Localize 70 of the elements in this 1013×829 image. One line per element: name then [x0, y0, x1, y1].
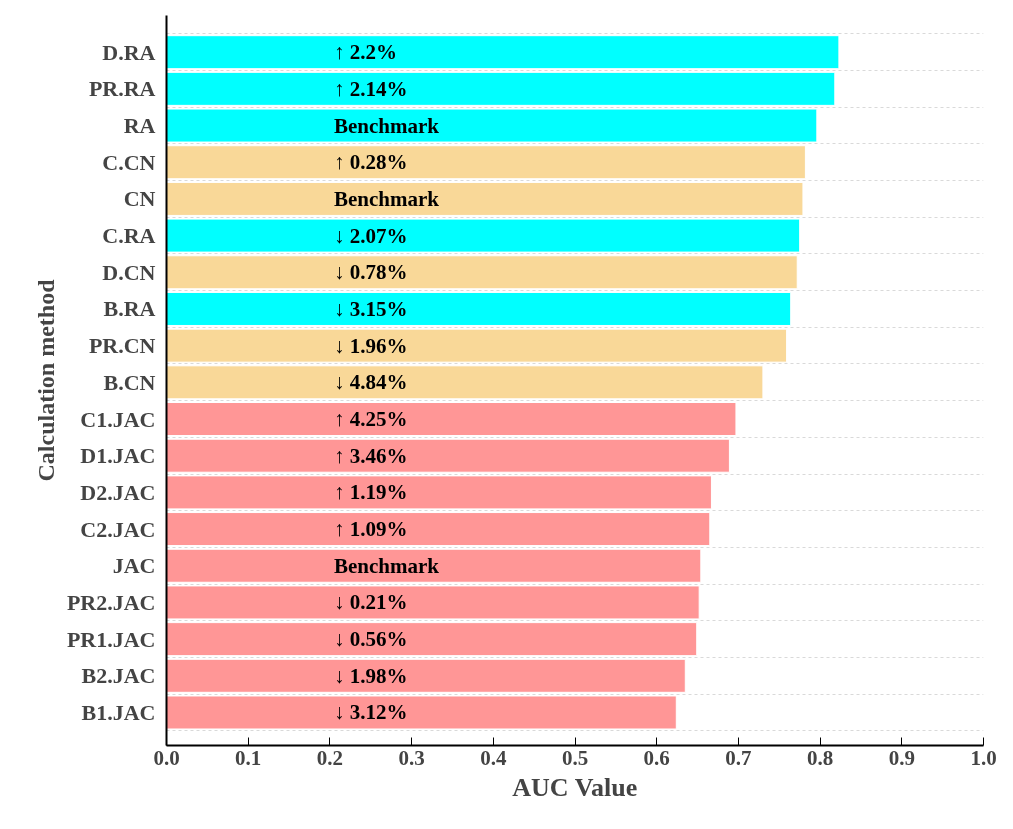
- bar: [166, 255, 798, 290]
- bar: [166, 218, 801, 253]
- annotation: ↑ 2.14%: [333, 76, 408, 101]
- y-tick-label: B1.JAC: [81, 699, 156, 725]
- y-axis-title: Calculation method: [32, 278, 59, 482]
- y-tick-label: PR1.JAC: [66, 626, 156, 652]
- y-tick-label: B.RA: [103, 296, 156, 322]
- bar: [166, 548, 702, 583]
- annotation: ↑ 2.2%: [333, 40, 397, 65]
- y-tick-label: C1.JAC: [80, 406, 156, 432]
- y-tick-label: PR.RA: [88, 76, 156, 102]
- bar: [166, 512, 711, 547]
- bar: [166, 35, 840, 70]
- bar: [166, 365, 764, 400]
- annotation: ↑ 4.25%: [333, 407, 408, 432]
- y-tick-label: CN: [123, 186, 156, 212]
- y-tick-label: B2.JAC: [81, 663, 156, 689]
- annotation: ↑ 1.19%: [333, 480, 408, 505]
- bar: [166, 438, 730, 473]
- y-tick-label: D1.JAC: [80, 443, 156, 469]
- bar: [166, 108, 818, 143]
- annotation: ↓ 2.07%: [333, 223, 408, 248]
- annotation: ↑ 0.28%: [333, 150, 408, 175]
- y-tick-label: PR2.JAC: [66, 589, 156, 615]
- y-tick-label: PR.CN: [88, 333, 156, 359]
- y-tick-label: RA: [123, 113, 156, 139]
- y-tick-label: D2.JAC: [80, 479, 156, 505]
- y-tick-label: B.CN: [103, 369, 156, 395]
- x-tick-label: 1.0: [970, 745, 997, 770]
- bar: [166, 695, 677, 730]
- bar: [166, 291, 792, 326]
- y-tick-label: C.RA: [102, 223, 156, 249]
- annotation: ↓ 1.96%: [333, 333, 408, 358]
- y-tick-label: C2.JAC: [80, 516, 156, 542]
- x-tick-label: 0.6: [643, 745, 670, 770]
- x-tick-label: 0.1: [235, 745, 262, 770]
- bar: [166, 402, 737, 437]
- annotation: ↓ 4.84%: [333, 370, 408, 395]
- x-tick-label: 0.5: [561, 745, 589, 770]
- x-tick-label: 0.9: [888, 745, 915, 770]
- x-tick-label: 0.4: [480, 745, 507, 770]
- bar: [166, 475, 712, 510]
- annotation: ↓ 0.78%: [333, 260, 408, 285]
- y-tick-label: C.CN: [102, 149, 156, 175]
- annotation: ↑ 3.46%: [333, 443, 408, 468]
- annotation: Benchmark: [333, 113, 440, 138]
- bar: [166, 622, 698, 657]
- annotation: ↓ 1.98%: [333, 663, 408, 688]
- bar: [166, 145, 806, 180]
- annotation: ↓ 0.21%: [333, 590, 408, 615]
- annotation: ↓ 3.15%: [333, 296, 408, 321]
- x-tick-label: 0.7: [725, 745, 752, 770]
- bar: [166, 71, 836, 106]
- annotation: Benchmark: [333, 553, 440, 578]
- x-axis-title: AUC Value: [512, 772, 638, 802]
- x-tick-label: 0.3: [398, 745, 425, 770]
- y-tick-label: D.CN: [102, 259, 156, 285]
- bar: [166, 328, 788, 363]
- y-tick-label: D.RA: [102, 39, 156, 65]
- y-tick-label: JAC: [112, 553, 156, 579]
- x-tick-label: 0.8: [806, 745, 834, 770]
- bar: [166, 181, 804, 216]
- bar: [166, 585, 700, 620]
- x-tick-label: 0.0: [153, 745, 180, 770]
- annotation: ↑ 1.09%: [333, 517, 408, 542]
- bar: [166, 658, 686, 693]
- annotation: ↓ 0.56%: [333, 627, 408, 652]
- x-tick-label: 0.2: [316, 745, 344, 770]
- annotation: Benchmark: [333, 186, 440, 211]
- annotation: ↓ 3.12%: [333, 700, 408, 725]
